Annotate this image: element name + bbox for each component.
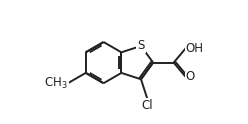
Text: Cl: Cl — [142, 99, 153, 112]
Text: OH: OH — [186, 42, 204, 55]
Text: S: S — [137, 39, 145, 52]
Text: CH$_3$: CH$_3$ — [44, 76, 68, 91]
Text: O: O — [186, 70, 195, 83]
